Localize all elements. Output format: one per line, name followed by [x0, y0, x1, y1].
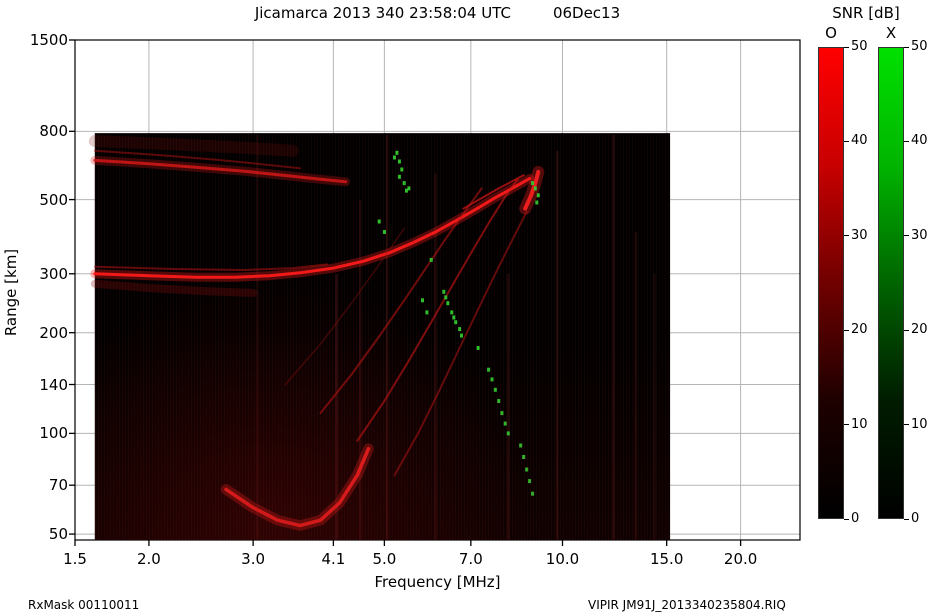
x-tick-label: 10.0 — [545, 550, 580, 568]
x-mode-echo — [531, 181, 535, 186]
rx-mask-label: RxMask 00110011 — [28, 598, 140, 612]
x-mode-echo — [531, 491, 535, 496]
x-mode-echo — [444, 295, 448, 300]
plot-date: 06Dec13 — [552, 4, 621, 22]
y-tick-label: 100 — [39, 424, 68, 443]
x-mode-echo — [397, 174, 401, 179]
x-mode-echo — [525, 467, 529, 472]
title-row: Jicamarca 2013 340 23:58:04 UTC 06Dec13 — [75, 4, 800, 22]
x-mode-echo — [533, 186, 537, 191]
x-mode-echo — [425, 310, 429, 315]
x-mode-echo — [458, 327, 462, 332]
plot-frame — [74, 39, 801, 541]
y-tick-label: 140 — [39, 375, 68, 394]
x-mode-echo — [446, 301, 450, 306]
data-file-label: VIPIR JM91J_2013340235804.RIQ — [588, 598, 786, 612]
y-tick-label: 500 — [39, 190, 68, 209]
y-axis-title: Range [km] — [2, 248, 20, 337]
trace-f-layer-second — [93, 263, 328, 271]
trace-f-layer-main — [93, 177, 532, 279]
y-tick-label: 300 — [39, 264, 68, 283]
x-tick-label: 2.0 — [136, 550, 161, 568]
x-mode-echo — [395, 150, 399, 155]
plot-title: Jicamarca 2013 340 23:58:04 UTC — [254, 4, 511, 22]
trace-oblique-4 — [284, 227, 405, 386]
x-mode-echo — [450, 310, 454, 315]
x-mode-echo — [405, 188, 408, 193]
trace-upper-diffuse — [88, 135, 299, 157]
x-axis-title: Frequency [MHz] — [374, 573, 501, 591]
x-mode-echo — [522, 455, 526, 459]
o-mode-colorbar — [818, 47, 844, 519]
x-tick-label: 3.0 — [241, 550, 266, 568]
trace-oblique-2 — [356, 178, 519, 442]
x-mode-echo — [519, 443, 523, 448]
x-mode-echo — [402, 181, 406, 186]
trace-oblique-1 — [319, 187, 483, 415]
x-mode-echo — [397, 159, 401, 164]
x-tick-label: 1.5 — [63, 550, 87, 568]
trace-cusp — [523, 169, 541, 211]
y-tick-label: 1500 — [29, 31, 68, 49]
x-mode-echo — [493, 387, 497, 392]
x-mode-echo — [497, 399, 501, 403]
x-mode-echo — [528, 479, 532, 484]
x-tick-label: 7.0 — [458, 550, 483, 568]
x-tick-label: 5.0 — [372, 550, 397, 568]
data-region — [94, 133, 671, 540]
x-mode-echo — [442, 289, 446, 294]
x-mode-label: X — [885, 24, 897, 42]
x-mode-echo — [487, 367, 491, 372]
x-tick-label: 20.0 — [723, 550, 758, 568]
trace-bottom-arc — [224, 446, 371, 528]
x-mode-colorbar — [878, 47, 904, 519]
x-mode-echo — [407, 186, 411, 191]
x-tick-label: 4.1 — [321, 550, 346, 568]
o-mode-label: O — [825, 24, 837, 42]
snr-colorbar-title: SNR [dB] — [832, 4, 900, 22]
x-mode-echo — [377, 219, 381, 224]
x-mode-echo — [536, 193, 540, 198]
trace-oblique-3 — [393, 210, 528, 477]
x-mode-echo — [454, 320, 458, 325]
y-tick-label: 800 — [39, 122, 68, 141]
y-tick-label: 200 — [39, 323, 68, 342]
x-mode-echo — [393, 155, 396, 160]
y-tick-label: 70 — [48, 476, 68, 495]
y-tick-label: 50 — [48, 525, 68, 544]
x-mode-echo — [421, 298, 424, 303]
trace-upper-band-second — [93, 149, 301, 170]
x-mode-echo — [382, 230, 386, 234]
x-mode-echo — [490, 377, 494, 382]
x-tick-label: 15.0 — [649, 550, 684, 568]
x-mode-echo — [429, 257, 433, 262]
trace-upper-band-main — [93, 158, 348, 184]
x-mode-echo — [500, 411, 504, 416]
x-mode-echo — [503, 421, 507, 426]
x-mode-echo — [460, 333, 463, 338]
x-mode-echo — [476, 346, 480, 350]
x-mode-echo — [535, 200, 539, 205]
x-mode-echo — [506, 431, 510, 436]
x-mode-echo — [400, 167, 404, 172]
trace-f-layer-diffuse — [90, 279, 258, 297]
x-mode-echo — [452, 315, 456, 320]
